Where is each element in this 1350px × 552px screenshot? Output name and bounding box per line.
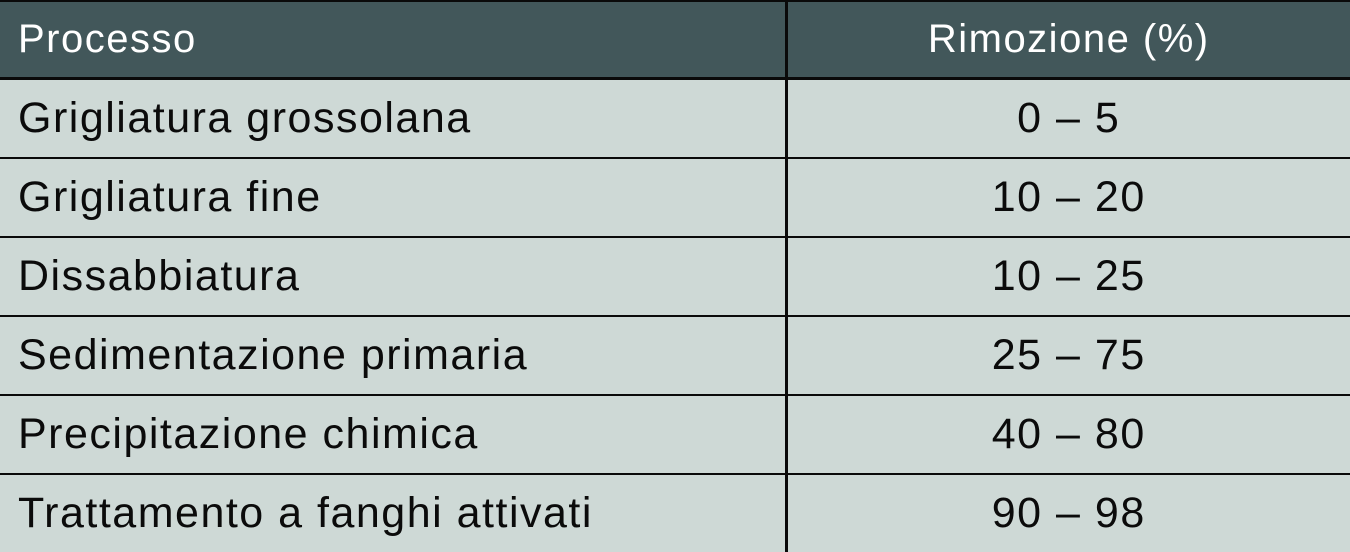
table-row: Grigliatura fine 10 – 20: [0, 158, 1350, 237]
table-row: Grigliatura grossolana 0 – 5: [0, 79, 1350, 159]
removal-cell: 40 – 80: [786, 395, 1350, 474]
table-row: Sedimentazione primaria 25 – 75: [0, 316, 1350, 395]
table-row: Trattamento a fanghi attivati 90 – 98: [0, 474, 1350, 552]
process-cell: Precipitazione chimica: [0, 395, 786, 474]
process-cell: Grigliatura fine: [0, 158, 786, 237]
process-cell: Dissabbiatura: [0, 237, 786, 316]
table-row: Precipitazione chimica 40 – 80: [0, 395, 1350, 474]
process-cell: Trattamento a fanghi attivati: [0, 474, 786, 552]
removal-cell: 10 – 25: [786, 237, 1350, 316]
table-body: Grigliatura grossolana 0 – 5 Grigliatura…: [0, 79, 1350, 552]
header-row: Processo Rimozione (%): [0, 1, 1350, 79]
process-cell: Grigliatura grossolana: [0, 79, 786, 159]
table-row: Dissabbiatura 10 – 25: [0, 237, 1350, 316]
column-header-rimozione: Rimozione (%): [786, 1, 1350, 79]
removal-cell: 25 – 75: [786, 316, 1350, 395]
removal-cell: 0 – 5: [786, 79, 1350, 159]
process-cell: Sedimentazione primaria: [0, 316, 786, 395]
removal-cell: 10 – 20: [786, 158, 1350, 237]
table-header: Processo Rimozione (%): [0, 1, 1350, 79]
column-header-processo: Processo: [0, 1, 786, 79]
removal-cell: 90 – 98: [786, 474, 1350, 552]
